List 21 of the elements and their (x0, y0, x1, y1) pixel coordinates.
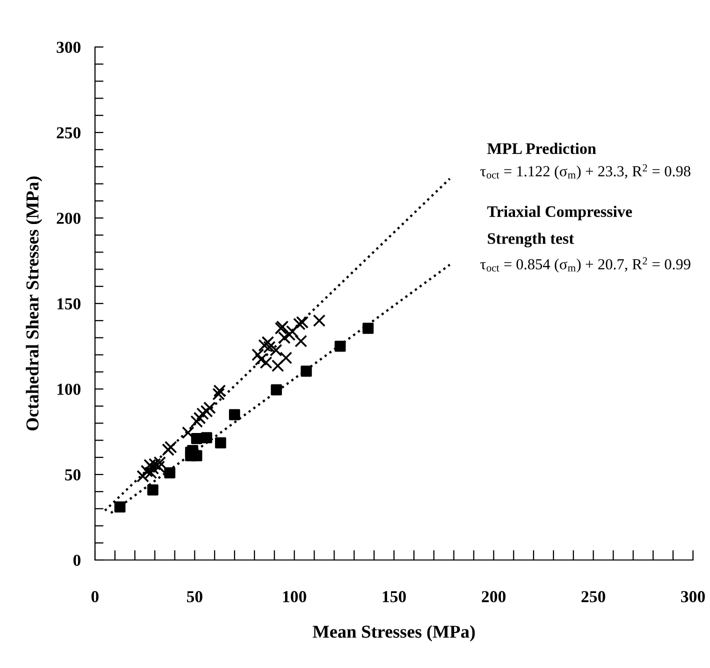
annotation: τ$_{oct}$ = 1.122 (σ$_{m}$) + 23.3, R$^{2}$ = 0.98 (480, 164, 690, 180)
x-tick-label: 200 (482, 591, 506, 602)
y-tick-label: 250 (56, 127, 80, 138)
y-tick-label: 200 (56, 212, 80, 224)
x-tick-label: 50 (187, 591, 202, 602)
y-tick-label: 150 (57, 298, 80, 310)
x-tick-label: 150 (382, 591, 406, 602)
annotation: τ$_{oct}$ = 0.854 (σ$_{m}$) + 20.7, R$^{2}$ = 0.99 (480, 257, 690, 273)
y-tick-label: 50 (65, 469, 80, 480)
x-tick-label: 250 (582, 591, 606, 602)
x-tick-label: 0 (91, 591, 99, 602)
x-tick-label: 300 (681, 591, 705, 602)
y-tick-label: 0 (73, 554, 80, 566)
y-axis-title: Octahedral Shear Stresses (MPa) (26, 176, 42, 430)
x-axis-title: Mean Stresses (MPa) (312, 625, 475, 642)
y-tick-label: 100 (57, 384, 80, 395)
annotation: Triaxial Compressive (487, 206, 632, 220)
annotation: Strength test (488, 232, 574, 248)
x-tick-label: 100 (283, 591, 306, 602)
annotation: MPL Prediction (487, 142, 596, 154)
y-tick-label: 300 (56, 42, 80, 53)
